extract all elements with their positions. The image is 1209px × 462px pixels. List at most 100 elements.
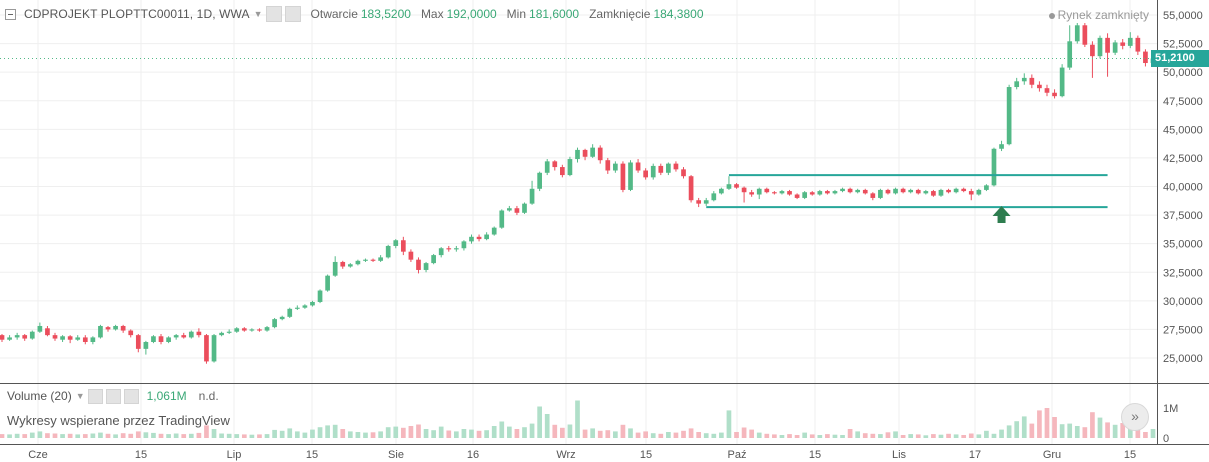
candle	[862, 188, 868, 195]
candle	[764, 187, 770, 194]
gear-icon[interactable]	[105, 388, 121, 404]
candle	[173, 333, 179, 340]
candle	[681, 167, 686, 179]
time-tick-label: 15	[809, 449, 821, 461]
volume-bar	[52, 433, 58, 438]
volume-bar	[7, 434, 12, 438]
volume-bar	[1150, 429, 1156, 438]
candle	[628, 160, 633, 192]
candle	[1135, 35, 1141, 56]
volume-bar	[226, 433, 232, 438]
volume-bar	[461, 429, 467, 438]
volume-bar	[575, 400, 580, 438]
eye-icon[interactable]	[265, 6, 282, 22]
candle	[1120, 39, 1126, 50]
volume-bar	[840, 435, 845, 438]
volume-bar	[597, 430, 603, 438]
volume-bar	[741, 427, 747, 438]
volume-bar	[279, 430, 285, 438]
time-tick-label: 15	[640, 449, 652, 461]
candle	[794, 193, 800, 200]
candle	[143, 340, 149, 355]
symbol-label[interactable]: CDPROJEKT PLOPTTC00011, 1D, WWA	[24, 7, 250, 21]
candle	[756, 187, 762, 200]
volume-title[interactable]: Volume (20)	[7, 389, 72, 403]
candle	[151, 335, 156, 344]
candle	[75, 335, 81, 341]
volume-bar	[825, 434, 830, 438]
arrow-up-icon[interactable]	[992, 205, 1011, 223]
volume-bar	[696, 432, 702, 438]
volume-bar	[787, 434, 792, 438]
candle	[1059, 64, 1065, 98]
volume-bar	[325, 425, 330, 438]
volume-bar	[719, 432, 724, 438]
scroll-to-realtime-button[interactable]: »	[1121, 403, 1149, 431]
candle	[582, 148, 588, 161]
close-icon[interactable]	[123, 388, 139, 404]
candle	[453, 245, 459, 252]
candle	[772, 191, 777, 195]
volume-bar	[628, 428, 633, 438]
candle	[1029, 74, 1035, 89]
price-tick-label: 32,5000	[1163, 267, 1203, 279]
volume-bar	[1021, 416, 1027, 438]
volume-bar	[666, 432, 671, 438]
volume-bar	[756, 432, 762, 438]
chevron-down-icon[interactable]: ▼	[253, 9, 263, 19]
candle	[82, 335, 88, 345]
candle	[522, 202, 527, 214]
volume-bar	[991, 433, 997, 438]
volume-bar	[1029, 423, 1035, 438]
gear-icon[interactable]	[284, 6, 301, 22]
volume-bar	[878, 434, 883, 438]
candle	[90, 336, 96, 345]
candle	[355, 259, 361, 266]
candle	[1127, 32, 1133, 49]
candle	[870, 192, 876, 201]
volume-bar	[75, 434, 81, 438]
volume-bar	[620, 424, 626, 438]
candle	[347, 263, 353, 268]
candle	[734, 183, 739, 189]
candle	[635, 159, 641, 173]
candle	[673, 161, 679, 172]
volume-bar	[287, 428, 293, 438]
volume-bar	[915, 434, 921, 438]
eye-icon[interactable]	[87, 388, 103, 404]
candle	[67, 335, 73, 344]
candle	[204, 333, 209, 364]
candle	[567, 156, 573, 177]
volume-bar	[749, 429, 755, 438]
chevron-down-icon[interactable]: ▼	[75, 391, 85, 401]
candle	[1074, 23, 1080, 44]
volume-bar	[378, 431, 383, 438]
candle	[332, 256, 338, 277]
volume-bar	[98, 432, 103, 438]
volume-bar	[643, 431, 648, 438]
volume-bar	[764, 433, 770, 438]
volume-bar	[847, 429, 853, 438]
volume-bar	[772, 434, 777, 438]
candle	[461, 240, 467, 251]
candle	[234, 327, 240, 333]
volume-bar	[953, 434, 959, 438]
candle	[423, 261, 429, 273]
volume-bar	[438, 426, 444, 438]
volume-bar	[923, 435, 929, 438]
candle	[1143, 49, 1148, 67]
candle	[915, 188, 921, 195]
volume-bar	[416, 424, 421, 438]
time-tick-label: Gru	[1043, 449, 1061, 461]
candle	[643, 168, 648, 180]
candle	[552, 160, 558, 171]
candle	[1021, 73, 1027, 85]
volume-bar	[67, 433, 73, 438]
volume-bar	[613, 431, 618, 438]
collapse-icon[interactable]	[5, 9, 16, 20]
volume-bar	[855, 431, 861, 438]
volume-bar	[900, 435, 906, 438]
volume-bar	[423, 429, 429, 438]
candle	[741, 186, 747, 203]
